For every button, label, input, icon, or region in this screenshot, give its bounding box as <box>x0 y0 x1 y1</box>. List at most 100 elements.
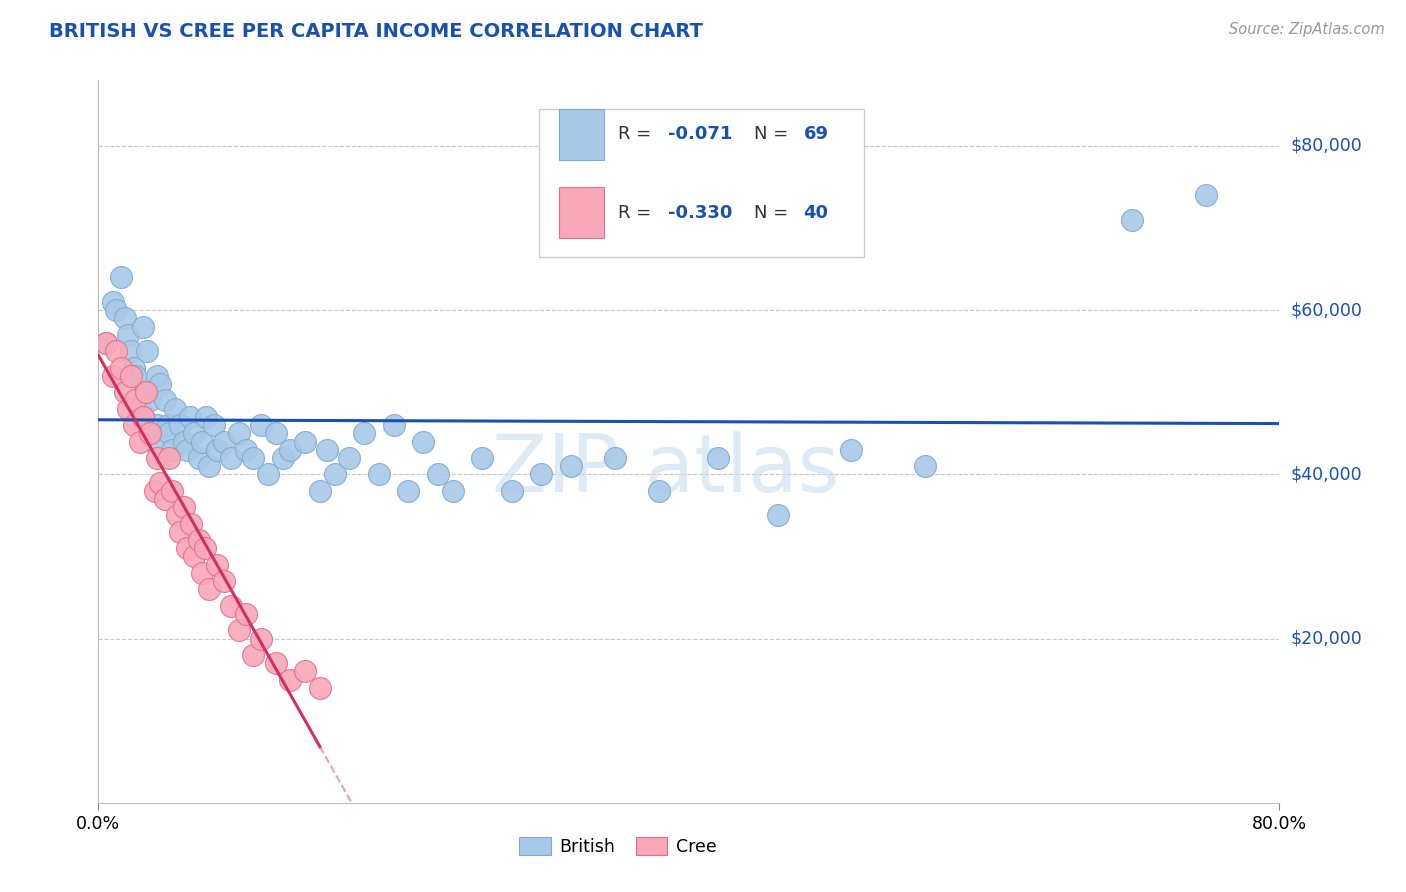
Point <box>165 401 187 416</box>
Point <box>122 360 145 375</box>
Point <box>271 450 294 465</box>
Text: 69: 69 <box>803 126 828 144</box>
Text: N =: N = <box>754 126 794 144</box>
Point <box>114 311 136 326</box>
Point <box>242 450 264 465</box>
Point <box>707 450 730 465</box>
Point <box>128 401 150 416</box>
Point <box>280 442 302 457</box>
Point <box>128 434 150 449</box>
Point <box>212 434 235 449</box>
Point <box>228 624 250 638</box>
Point <box>103 295 125 310</box>
Point <box>180 516 202 531</box>
FancyBboxPatch shape <box>560 109 605 160</box>
Point <box>353 426 375 441</box>
Point <box>530 467 553 482</box>
Point <box>280 673 302 687</box>
Point <box>368 467 391 482</box>
Point <box>427 467 450 482</box>
Point <box>221 450 243 465</box>
Point <box>605 450 627 465</box>
Point <box>173 500 195 515</box>
Point <box>560 459 582 474</box>
Point <box>114 385 136 400</box>
Point <box>316 442 339 457</box>
Text: ZIP atlas: ZIP atlas <box>492 432 839 509</box>
Point <box>124 368 146 383</box>
Point <box>162 442 183 457</box>
Point <box>103 368 125 383</box>
Point <box>323 467 346 482</box>
Point <box>1121 212 1143 227</box>
Point <box>235 607 257 621</box>
Point <box>198 582 221 597</box>
Point <box>205 558 228 572</box>
Point <box>122 418 145 433</box>
Point <box>139 426 162 441</box>
Point <box>194 541 217 556</box>
Text: 40: 40 <box>803 203 828 221</box>
Point <box>173 434 195 449</box>
Point <box>309 681 332 695</box>
Point <box>250 418 273 433</box>
Text: $80,000: $80,000 <box>1291 137 1362 155</box>
Point <box>257 467 280 482</box>
Point <box>94 336 117 351</box>
Text: R =: R = <box>619 126 657 144</box>
Point <box>146 418 169 433</box>
Point <box>471 450 494 465</box>
Point <box>1195 188 1218 202</box>
Point <box>501 483 523 498</box>
Point <box>149 475 172 490</box>
Point <box>156 418 179 433</box>
Point <box>139 393 162 408</box>
Point <box>202 418 225 433</box>
Point <box>146 450 169 465</box>
Point <box>250 632 273 646</box>
Point <box>412 434 434 449</box>
Point <box>143 483 166 498</box>
Point <box>228 426 250 441</box>
Point <box>191 434 214 449</box>
Text: -0.071: -0.071 <box>668 126 733 144</box>
Point <box>110 270 132 285</box>
Point <box>187 450 209 465</box>
Text: $60,000: $60,000 <box>1291 301 1362 319</box>
Point <box>264 657 287 671</box>
Point <box>110 360 132 375</box>
Text: $40,000: $40,000 <box>1291 466 1362 483</box>
Point <box>195 409 218 424</box>
Text: $20,000: $20,000 <box>1291 630 1362 648</box>
Point <box>191 566 214 580</box>
Point <box>212 574 235 588</box>
Point <box>294 434 316 449</box>
Text: Source: ZipAtlas.com: Source: ZipAtlas.com <box>1229 22 1385 37</box>
Point <box>132 409 155 424</box>
Point <box>648 483 671 498</box>
Point <box>157 426 180 441</box>
Point <box>339 450 361 465</box>
Point <box>169 418 191 433</box>
Point <box>132 409 155 424</box>
Point <box>179 409 201 424</box>
Point <box>187 533 209 547</box>
Point <box>382 418 405 433</box>
Point <box>176 442 198 457</box>
Point <box>169 524 191 539</box>
Point <box>149 377 172 392</box>
Point <box>176 541 198 556</box>
Text: N =: N = <box>754 203 794 221</box>
Point <box>198 459 221 474</box>
Point <box>120 344 142 359</box>
Point <box>132 319 155 334</box>
Point <box>242 648 264 662</box>
Legend: British, Cree: British, Cree <box>512 830 724 863</box>
Point <box>309 483 332 498</box>
Point <box>205 442 228 457</box>
Text: -0.330: -0.330 <box>668 203 733 221</box>
Point <box>766 508 789 523</box>
Point <box>135 385 157 400</box>
Point <box>166 508 188 523</box>
Point <box>157 450 180 465</box>
